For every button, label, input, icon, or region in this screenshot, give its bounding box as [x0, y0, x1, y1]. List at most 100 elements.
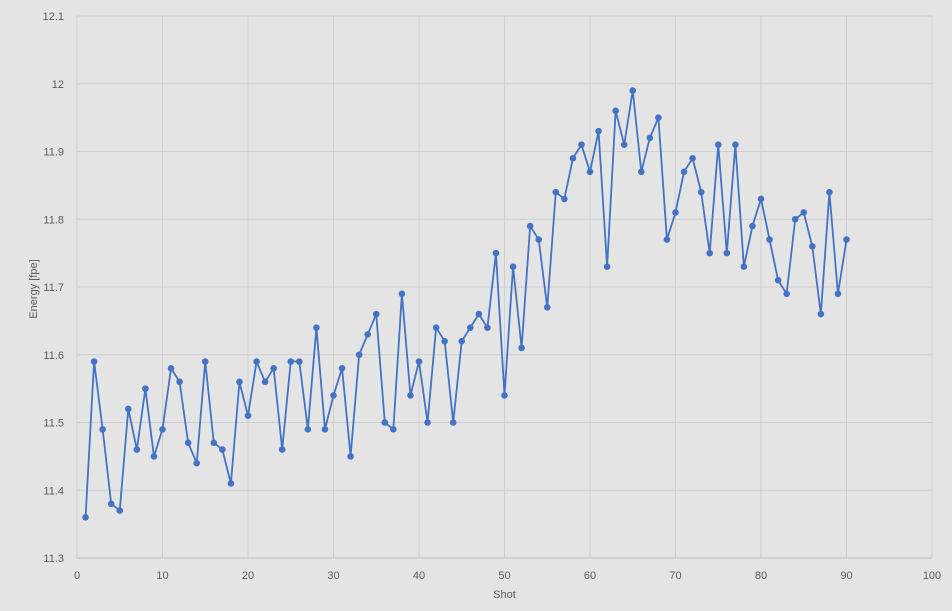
data-point	[595, 127, 602, 135]
data-point	[381, 419, 389, 426]
data-point	[390, 425, 397, 433]
vertical-gridlines	[76, 16, 933, 558]
data-point	[210, 439, 218, 447]
data-point	[740, 263, 748, 270]
data-point	[432, 324, 440, 331]
y-tick-label: 11.6	[43, 350, 64, 362]
data-point	[817, 310, 825, 318]
data-point	[313, 324, 320, 331]
data-point	[142, 385, 149, 392]
data-point	[749, 222, 756, 230]
series	[82, 87, 850, 521]
data-point	[150, 453, 158, 460]
data-point	[372, 310, 380, 318]
data-point	[826, 188, 833, 196]
data-point	[578, 141, 585, 149]
data-point	[586, 168, 594, 176]
data-point	[663, 236, 671, 243]
data-point	[714, 141, 722, 149]
data-point	[620, 141, 628, 149]
data-point	[270, 365, 277, 372]
data-point	[167, 365, 175, 372]
data-point	[125, 405, 132, 413]
y-tick-label: 12.1	[43, 11, 64, 23]
data-point	[407, 392, 414, 399]
data-point	[201, 358, 209, 365]
data-point	[193, 459, 200, 467]
x-tick-label: 40	[413, 570, 425, 582]
data-point	[107, 500, 115, 508]
y-tick-label: 11.8	[43, 214, 64, 226]
data-point	[484, 324, 491, 331]
data-point	[526, 222, 534, 230]
x-tick-label: 80	[755, 570, 767, 582]
data-point	[569, 154, 577, 162]
data-point	[543, 304, 551, 311]
data-point	[646, 134, 654, 142]
data-point	[475, 310, 483, 318]
data-point	[449, 419, 457, 426]
y-tick-label: 11.7	[43, 282, 64, 294]
data-point	[629, 87, 637, 94]
data-point	[261, 378, 269, 386]
data-point	[800, 209, 808, 216]
x-tick-label: 70	[669, 570, 681, 582]
data-point	[843, 236, 850, 243]
data-point	[509, 263, 517, 270]
data-point	[757, 195, 765, 203]
data-point	[99, 425, 106, 433]
data-point	[501, 392, 508, 399]
y-tick-label: 11.5	[43, 418, 64, 430]
series-line	[84, 89, 848, 518]
data-point	[732, 141, 739, 149]
data-point	[116, 507, 124, 514]
data-point	[809, 243, 816, 250]
x-axis-tick-labels: 0 10 20 30 40 50 60 70 80 90 100	[74, 570, 941, 582]
data-point	[766, 236, 773, 243]
data-point	[706, 249, 713, 257]
data-point	[723, 249, 731, 257]
data-point	[834, 290, 842, 298]
y-tick-label: 11.3	[43, 553, 64, 565]
data-point	[159, 425, 166, 433]
y-axis-tick-labels: 11.3 11.4 11.5 11.6 11.7 11.8 11.9 12 12.1	[43, 11, 64, 565]
x-tick-label: 50	[498, 570, 510, 582]
x-tick-label: 60	[584, 570, 596, 582]
data-point	[415, 358, 423, 365]
data-point	[552, 188, 560, 196]
y-tick-label: 11.9	[43, 147, 64, 159]
data-point	[467, 324, 474, 331]
y-tick-label: 12	[52, 79, 64, 91]
data-point	[655, 114, 662, 121]
x-tick-label: 90	[840, 570, 852, 582]
series-layer	[82, 87, 850, 521]
data-point	[347, 453, 354, 460]
data-point	[338, 365, 346, 372]
data-point	[672, 209, 679, 216]
data-point	[90, 358, 98, 365]
data-point	[612, 107, 619, 115]
x-tick-label: 100	[923, 570, 941, 582]
data-point	[791, 215, 799, 223]
y-tick-label: 11.4	[43, 485, 64, 497]
data-point	[689, 154, 696, 162]
data-point	[680, 168, 688, 176]
data-point	[253, 358, 260, 365]
x-tick-label: 10	[156, 570, 168, 582]
data-point	[638, 168, 645, 176]
data-point	[304, 425, 312, 433]
data-point	[296, 358, 303, 365]
data-point	[236, 378, 243, 386]
data-point	[133, 446, 141, 453]
data-point	[441, 337, 448, 345]
data-point	[561, 195, 568, 203]
data-point	[330, 392, 337, 399]
data-point	[227, 480, 235, 487]
data-point	[535, 236, 542, 243]
data-point	[697, 188, 705, 196]
x-tick-label: 20	[242, 570, 254, 582]
x-tick-label: 0	[74, 570, 80, 582]
data-point	[355, 351, 363, 359]
data-point	[424, 419, 431, 426]
data-point	[398, 290, 406, 298]
